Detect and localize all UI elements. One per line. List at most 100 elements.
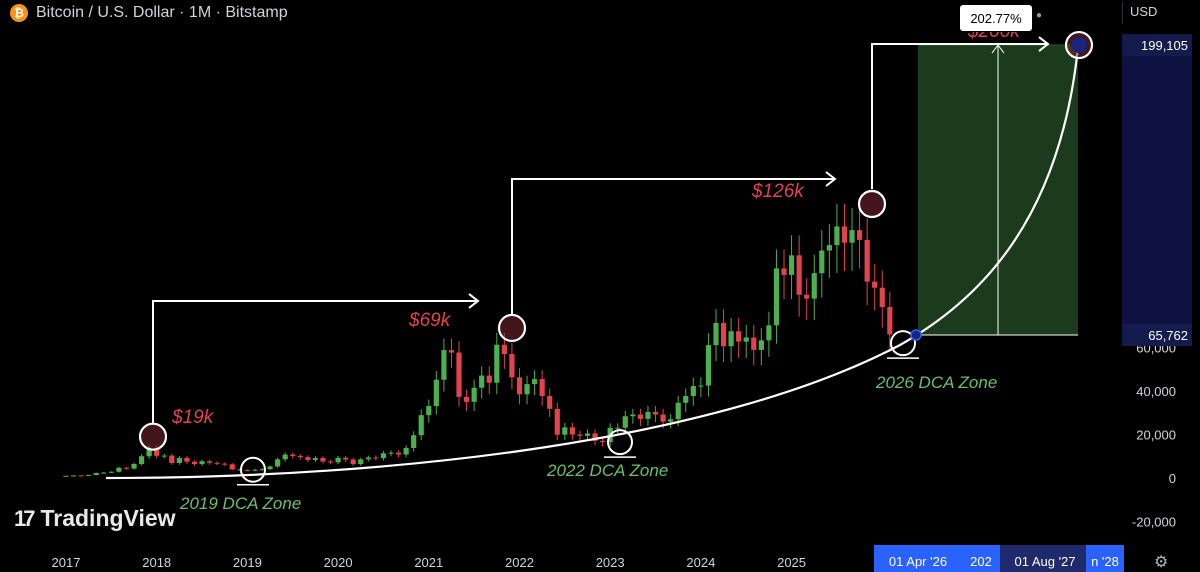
x-tick-label: 2018 — [142, 555, 171, 570]
x-tick-label: 2020 — [324, 555, 353, 570]
candle — [652, 411, 659, 415]
y-tick-label: 40,000 — [1136, 384, 1176, 399]
candle — [267, 466, 273, 470]
date-tag — [1086, 545, 1124, 572]
peak-label: $19k — [171, 407, 215, 428]
bracket-arrow — [871, 43, 1048, 190]
candle — [380, 453, 387, 459]
date-tag — [874, 545, 962, 572]
candle — [312, 457, 319, 460]
candle — [297, 456, 303, 458]
candle — [834, 226, 840, 246]
candle — [804, 294, 810, 299]
candle — [668, 419, 674, 422]
candle — [531, 379, 538, 385]
candle — [698, 385, 704, 387]
annotations-layer: $19k $69k $126k $200k 2019 DCA Zone 2022 DCA … — [105, 21, 1094, 513]
date-tag-label: 01 Apr '26 — [889, 554, 947, 569]
candle — [524, 384, 530, 395]
candle — [743, 337, 749, 342]
candle — [214, 462, 220, 464]
axis-tags: 199,105 65,762 01 Apr '26 202 01 Aug '27 n '2… — [874, 34, 1192, 572]
x-tick-label: 2017 — [52, 555, 81, 570]
price-tag-label: 65,762 — [1148, 328, 1188, 343]
candle — [509, 354, 515, 378]
current-price-dot — [910, 329, 922, 341]
candle — [101, 472, 107, 474]
candle — [516, 377, 523, 395]
candle — [751, 337, 757, 350]
candle — [788, 255, 795, 275]
symbol-title[interactable]: Bitcoin / U.S. Dollar · 1M · Bitstamp — [36, 4, 288, 21]
candle — [463, 396, 470, 402]
candle — [411, 435, 417, 448]
candle — [116, 467, 122, 472]
more-icon[interactable]: ● — [1036, 10, 1043, 21]
date-tag-label: 202 — [970, 554, 992, 569]
candle — [819, 250, 825, 274]
candle — [426, 406, 432, 416]
candle — [282, 454, 288, 460]
candle — [275, 459, 281, 467]
candle — [645, 411, 651, 419]
candle — [600, 440, 606, 443]
y-tick-label: -20,000 — [1132, 514, 1176, 529]
candle — [365, 457, 371, 460]
candle — [222, 463, 228, 465]
candle — [826, 245, 832, 251]
candle — [290, 454, 296, 457]
date-tag — [962, 545, 1000, 572]
candle — [622, 416, 628, 428]
candle — [773, 268, 780, 326]
candle — [547, 396, 553, 409]
x-tick-label: 2025 — [777, 555, 806, 570]
peak-label: $126k — [751, 181, 805, 202]
candle — [736, 331, 742, 342]
candle — [660, 414, 666, 422]
x-tick-label: 2019 — [233, 555, 262, 570]
y-tick-label: 0 — [1169, 471, 1176, 486]
tradingview-logo[interactable]: 17 TradingView — [14, 505, 176, 532]
candle — [327, 461, 334, 463]
candle — [849, 230, 855, 243]
candle — [569, 427, 575, 435]
gear-icon[interactable]: ⚙ — [1154, 554, 1169, 571]
candle — [441, 350, 447, 380]
zone-label: 2019 DCA Zone — [179, 494, 301, 513]
peak-label: $200k — [967, 21, 1021, 42]
candle — [229, 464, 235, 470]
candle — [161, 455, 167, 457]
price-tag — [1122, 324, 1192, 347]
peak-circle — [138, 422, 168, 451]
candle — [577, 434, 583, 436]
candle — [456, 352, 462, 397]
tradingview-mark: 17 — [14, 505, 36, 531]
projection-measure-arrow — [991, 44, 1005, 54]
candle — [486, 375, 492, 383]
candle — [713, 322, 719, 346]
candle — [562, 427, 568, 435]
currency-selector[interactable]: USD — [1130, 4, 1158, 19]
candle — [630, 414, 636, 417]
candle — [781, 268, 787, 275]
candle — [123, 467, 130, 469]
candle — [403, 447, 409, 455]
candle — [169, 455, 175, 463]
candle — [758, 340, 764, 350]
candle — [872, 281, 878, 288]
candle — [86, 475, 92, 477]
candle — [252, 469, 258, 471]
candle — [350, 459, 356, 465]
candle — [811, 273, 817, 299]
candle — [592, 433, 598, 441]
candle — [501, 344, 507, 355]
candle — [879, 287, 885, 308]
peak-circle — [857, 189, 887, 219]
arrow-head — [468, 293, 480, 309]
candle — [138, 456, 145, 464]
divider — [1122, 2, 1123, 24]
candle — [131, 463, 137, 469]
candle — [796, 255, 802, 295]
candle — [237, 469, 243, 471]
